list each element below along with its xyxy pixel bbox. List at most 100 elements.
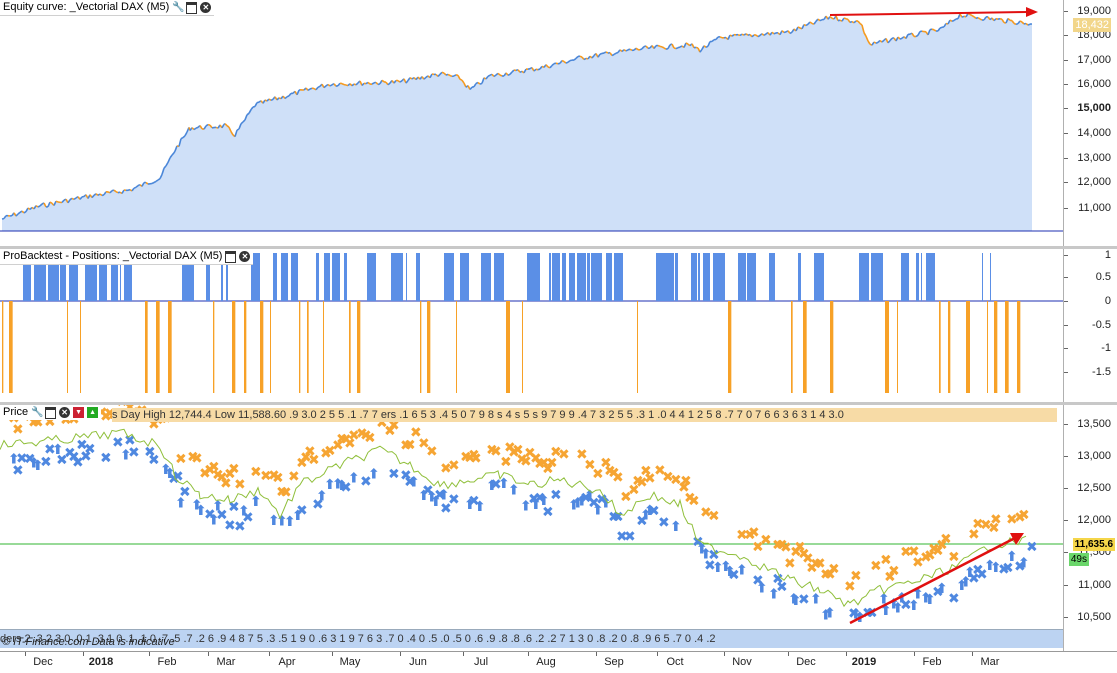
equity-line-segment	[181, 138, 183, 139]
sell-marker: ✖	[680, 474, 692, 490]
equity-line-segment	[480, 83, 482, 84]
axis-tick-label: 0	[1105, 295, 1111, 307]
annotation-arrow-head	[1026, 7, 1038, 17]
short-position-bar	[299, 301, 300, 393]
equity-line-segment	[740, 34, 742, 35]
equity-line-segment	[536, 69, 538, 70]
close-icon[interactable]: ✕	[200, 2, 211, 13]
data-disclaimer: © IT-Finance.com Data is indicative	[2, 636, 175, 648]
equity-line-segment	[456, 75, 458, 76]
price-plot-area[interactable]: ✖✖⬆✖✖✖✖✖✖✖⬆✖⬆✖✖✖✖✖⬆✖✖✖✖✖✖✖✖✖✖✖✖✖✖✖✖✖✖✖✖⬆…	[0, 405, 1064, 651]
equity-line-segment	[116, 192, 118, 193]
long-position-bar	[569, 253, 575, 301]
date-axis-tick	[724, 652, 725, 656]
equity-line-segment	[158, 179, 160, 180]
equity-curve-chart	[0, 0, 1063, 246]
long-position-bar	[599, 253, 602, 301]
equity-line-segment	[1016, 24, 1018, 25]
axis-tick-mark	[1064, 108, 1068, 109]
equity-line-segment	[804, 25, 806, 26]
positions-panel-title: ProBacktest - Positions: _Vectorial DAX …	[3, 249, 222, 264]
maximize-icon[interactable]	[186, 2, 197, 14]
equity-line-segment	[774, 33, 776, 34]
long-position-bar	[675, 253, 678, 301]
buy-order-icon[interactable]: ▲	[87, 407, 98, 418]
long-position-bar	[530, 253, 540, 301]
axis-tick-mark	[1064, 372, 1068, 373]
short-position-bar	[232, 301, 235, 393]
sell-order-icon[interactable]: ▼	[73, 407, 84, 418]
equity-line-segment	[448, 74, 450, 75]
long-position-bar	[871, 253, 883, 301]
equity-line-segment	[460, 79, 462, 80]
buy-marker: ⬆	[936, 581, 948, 597]
close-icon[interactable]: ✕	[59, 407, 70, 418]
axis-tick-mark	[1064, 617, 1068, 618]
date-axis-tick	[657, 652, 658, 656]
sell-marker: ✖	[175, 451, 187, 467]
buy-marker: ✖	[658, 515, 670, 531]
short-position-bar	[637, 301, 638, 393]
close-icon[interactable]: ✕	[239, 251, 250, 262]
equity-line-segment	[556, 63, 558, 64]
equity-line-segment	[972, 16, 974, 17]
equity-line-segment	[666, 49, 668, 50]
date-axis-label: Dec	[33, 656, 53, 668]
long-position-bar	[391, 253, 403, 301]
long-position-bar	[698, 253, 700, 301]
short-position-bar	[948, 301, 950, 393]
buy-marker: ⬆	[474, 499, 486, 515]
wrench-icon[interactable]: 🔧	[31, 407, 42, 418]
equity-line-segment	[844, 18, 846, 19]
axis-tick-label: 12,500	[1077, 482, 1111, 494]
sell-marker: ✖	[948, 550, 960, 566]
short-position-bar	[80, 301, 81, 393]
sell-marker: ✖	[940, 531, 952, 547]
equity-line-segment	[742, 34, 744, 35]
maximize-icon[interactable]	[225, 251, 236, 263]
date-axis-label: Feb	[923, 656, 942, 668]
equity-line-segment	[970, 14, 972, 15]
long-position-bar	[663, 253, 674, 301]
short-position-bar	[357, 301, 360, 393]
equity-plot-area[interactable]	[0, 0, 1064, 246]
short-position-bar	[1005, 301, 1009, 393]
maximize-icon[interactable]	[45, 407, 56, 419]
equity-line-segment	[676, 48, 678, 49]
equity-line-segment	[900, 38, 902, 39]
equity-line-segment	[206, 125, 208, 126]
equity-line-segment	[154, 181, 156, 182]
equity-line-segment	[686, 43, 688, 44]
short-position-bar	[323, 301, 324, 393]
sell-marker: ✖	[708, 508, 720, 524]
long-position-bar	[814, 253, 824, 301]
buy-marker: ✖	[624, 529, 636, 545]
axis-tick-label: 13,000	[1077, 152, 1111, 164]
equity-line-segment	[790, 32, 792, 33]
sell-marker: ✖	[850, 568, 862, 584]
axis-tick-label: 0.5	[1096, 271, 1111, 283]
long-position-bar	[291, 253, 296, 301]
positions-plot-area[interactable]	[0, 249, 1064, 402]
wrench-icon[interactable]: 🔧	[172, 2, 183, 13]
long-position-bar	[367, 253, 376, 301]
axis-tick-label: -1.5	[1092, 366, 1111, 378]
short-position-bar	[966, 301, 970, 393]
date-axis-label: Dec	[796, 656, 816, 668]
short-position-bar	[349, 301, 351, 393]
axis-tick-mark	[1064, 552, 1068, 553]
sell-marker: ✖	[688, 494, 700, 510]
short-position-bar	[456, 301, 457, 393]
equity-line-segment	[658, 46, 660, 47]
sell-marker: ✖	[308, 453, 320, 469]
long-position-bar	[982, 253, 983, 301]
sell-marker: ✖	[234, 477, 246, 493]
equity-line-segment	[152, 183, 154, 184]
short-position-bar	[307, 301, 309, 393]
axis-tick-mark	[1064, 488, 1068, 489]
equity-line-segment	[606, 52, 608, 53]
